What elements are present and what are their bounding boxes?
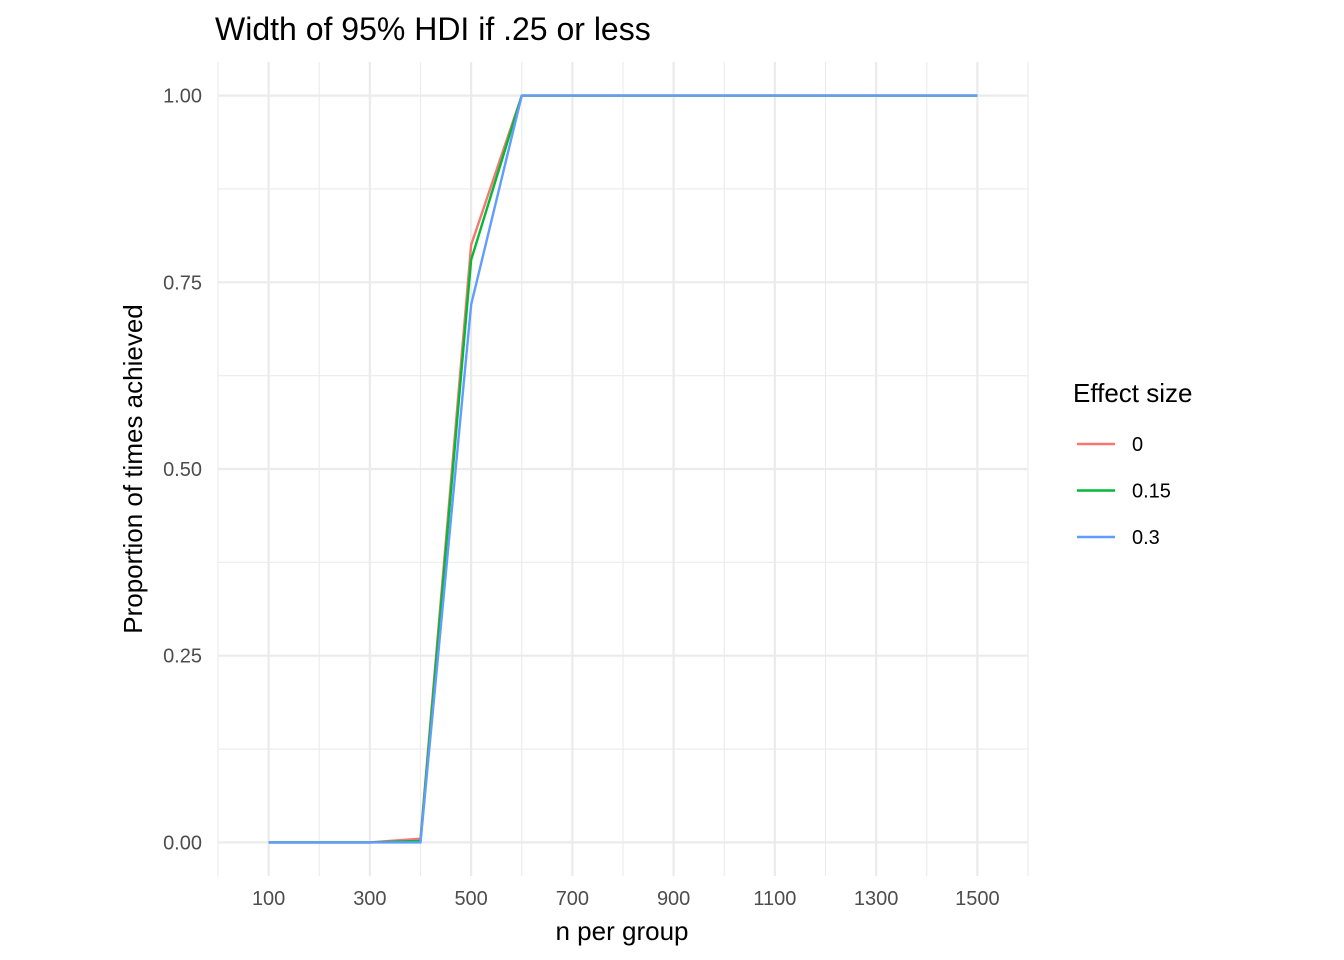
y-tick-label: 0.50: [163, 459, 202, 481]
y-tick-label: 0.25: [163, 646, 202, 668]
x-tick-label: 700: [556, 888, 589, 910]
legend-label: 0.3: [1132, 527, 1160, 549]
series-lines: [268, 94, 978, 844]
x-tick-label: 500: [454, 888, 487, 910]
x-axis-title: n per group: [556, 916, 689, 946]
x-tick-labels: 100 300 500 700 900 1100 1300 1500: [252, 888, 1000, 910]
legend-title: Effect size: [1073, 378, 1192, 408]
y-tick-label: 1.00: [163, 86, 202, 108]
legend-label: 0.15: [1132, 481, 1171, 503]
y-tick-labels: 0.00 0.25 0.50 0.75 1.00: [163, 86, 202, 855]
y-tick-label: 0.00: [163, 832, 202, 854]
x-tick-label: 1300: [854, 888, 899, 910]
x-tick-label: 1100: [753, 888, 796, 910]
y-axis-title: Proportion of times achieved: [118, 304, 148, 634]
chart-title: Width of 95% HDI if .25 or less: [215, 11, 651, 47]
x-tick-label: 1500: [955, 888, 1000, 910]
series-line-0_3: [268, 94, 978, 844]
legend: Effect size 0 0.15 0.3: [1073, 378, 1192, 549]
legend-items: 0 0.15 0.3: [1077, 434, 1171, 549]
legend-label: 0: [1132, 434, 1143, 456]
x-tick-label: 100: [252, 888, 285, 910]
gridlines: [217, 62, 1029, 876]
x-tick-label: 300: [353, 888, 386, 910]
x-tick-label: 900: [657, 888, 690, 910]
y-tick-label: 0.75: [163, 272, 202, 294]
